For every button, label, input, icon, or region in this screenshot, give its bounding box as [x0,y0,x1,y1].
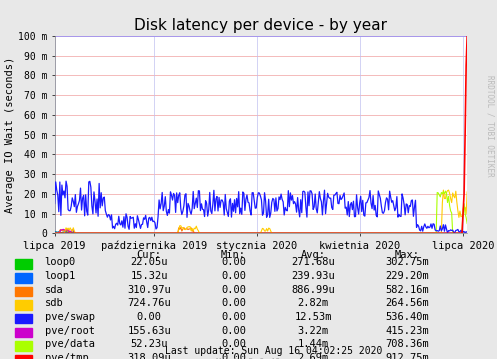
Text: 22.05u: 22.05u [130,257,168,267]
Text: 582.16m: 582.16m [386,285,429,295]
Text: sdb: sdb [45,298,64,308]
Text: pve/data: pve/data [45,339,95,349]
Text: 2.82m: 2.82m [298,298,329,308]
Text: 708.36m: 708.36m [386,339,429,349]
Text: Avg:: Avg: [301,250,326,260]
Y-axis label: Average IO Wait (seconds): Average IO Wait (seconds) [5,56,15,213]
Text: 724.76u: 724.76u [127,298,171,308]
Bar [15,260,32,269]
Bar [15,328,32,337]
Bar [15,341,32,351]
Text: 155.63u: 155.63u [127,326,171,336]
Text: Munin 2.0.49: Munin 2.0.49 [216,358,281,359]
Bar [15,300,32,310]
Text: 0.00: 0.00 [221,353,246,359]
Text: pve/swap: pve/swap [45,312,95,322]
Text: 12.53m: 12.53m [294,312,332,322]
Text: 15.32u: 15.32u [130,271,168,281]
Bar [15,287,32,296]
Text: loop1: loop1 [45,271,76,281]
Text: Cur:: Cur: [137,250,162,260]
Bar [15,355,32,359]
Bar [15,273,32,283]
Text: 229.20m: 229.20m [386,271,429,281]
Text: 0.00: 0.00 [221,298,246,308]
Text: pve/tmp: pve/tmp [45,353,88,359]
Text: 0.00: 0.00 [221,326,246,336]
Title: Disk latency per device - by year: Disk latency per device - by year [134,18,388,33]
Text: pve/root: pve/root [45,326,95,336]
Text: 0.00: 0.00 [221,271,246,281]
Text: loop0: loop0 [45,257,76,267]
Text: 310.97u: 310.97u [127,285,171,295]
Text: RRDTOOL / TOBI OETIKER: RRDTOOL / TOBI OETIKER [486,75,495,177]
Text: 318.09u: 318.09u [127,353,171,359]
Text: sda: sda [45,285,64,295]
Text: 2.69m: 2.69m [298,353,329,359]
Text: 0.00: 0.00 [221,339,246,349]
Text: Max:: Max: [395,250,420,260]
Text: 0.00: 0.00 [221,312,246,322]
Text: 536.40m: 536.40m [386,312,429,322]
Text: 302.75m: 302.75m [386,257,429,267]
Text: 886.99u: 886.99u [291,285,335,295]
Bar [15,314,32,323]
Text: 0.00: 0.00 [221,257,246,267]
Text: 0.00: 0.00 [221,285,246,295]
Text: 912.75m: 912.75m [386,353,429,359]
Text: 264.56m: 264.56m [386,298,429,308]
Text: 1.44m: 1.44m [298,339,329,349]
Text: 271.68u: 271.68u [291,257,335,267]
Text: 239.93u: 239.93u [291,271,335,281]
Text: 0.00: 0.00 [137,312,162,322]
Text: 415.23m: 415.23m [386,326,429,336]
Text: 3.22m: 3.22m [298,326,329,336]
Text: Min:: Min: [221,250,246,260]
Text: 52.23u: 52.23u [130,339,168,349]
Text: Last update: Sun Aug 16 04:02:25 2020: Last update: Sun Aug 16 04:02:25 2020 [165,346,382,356]
